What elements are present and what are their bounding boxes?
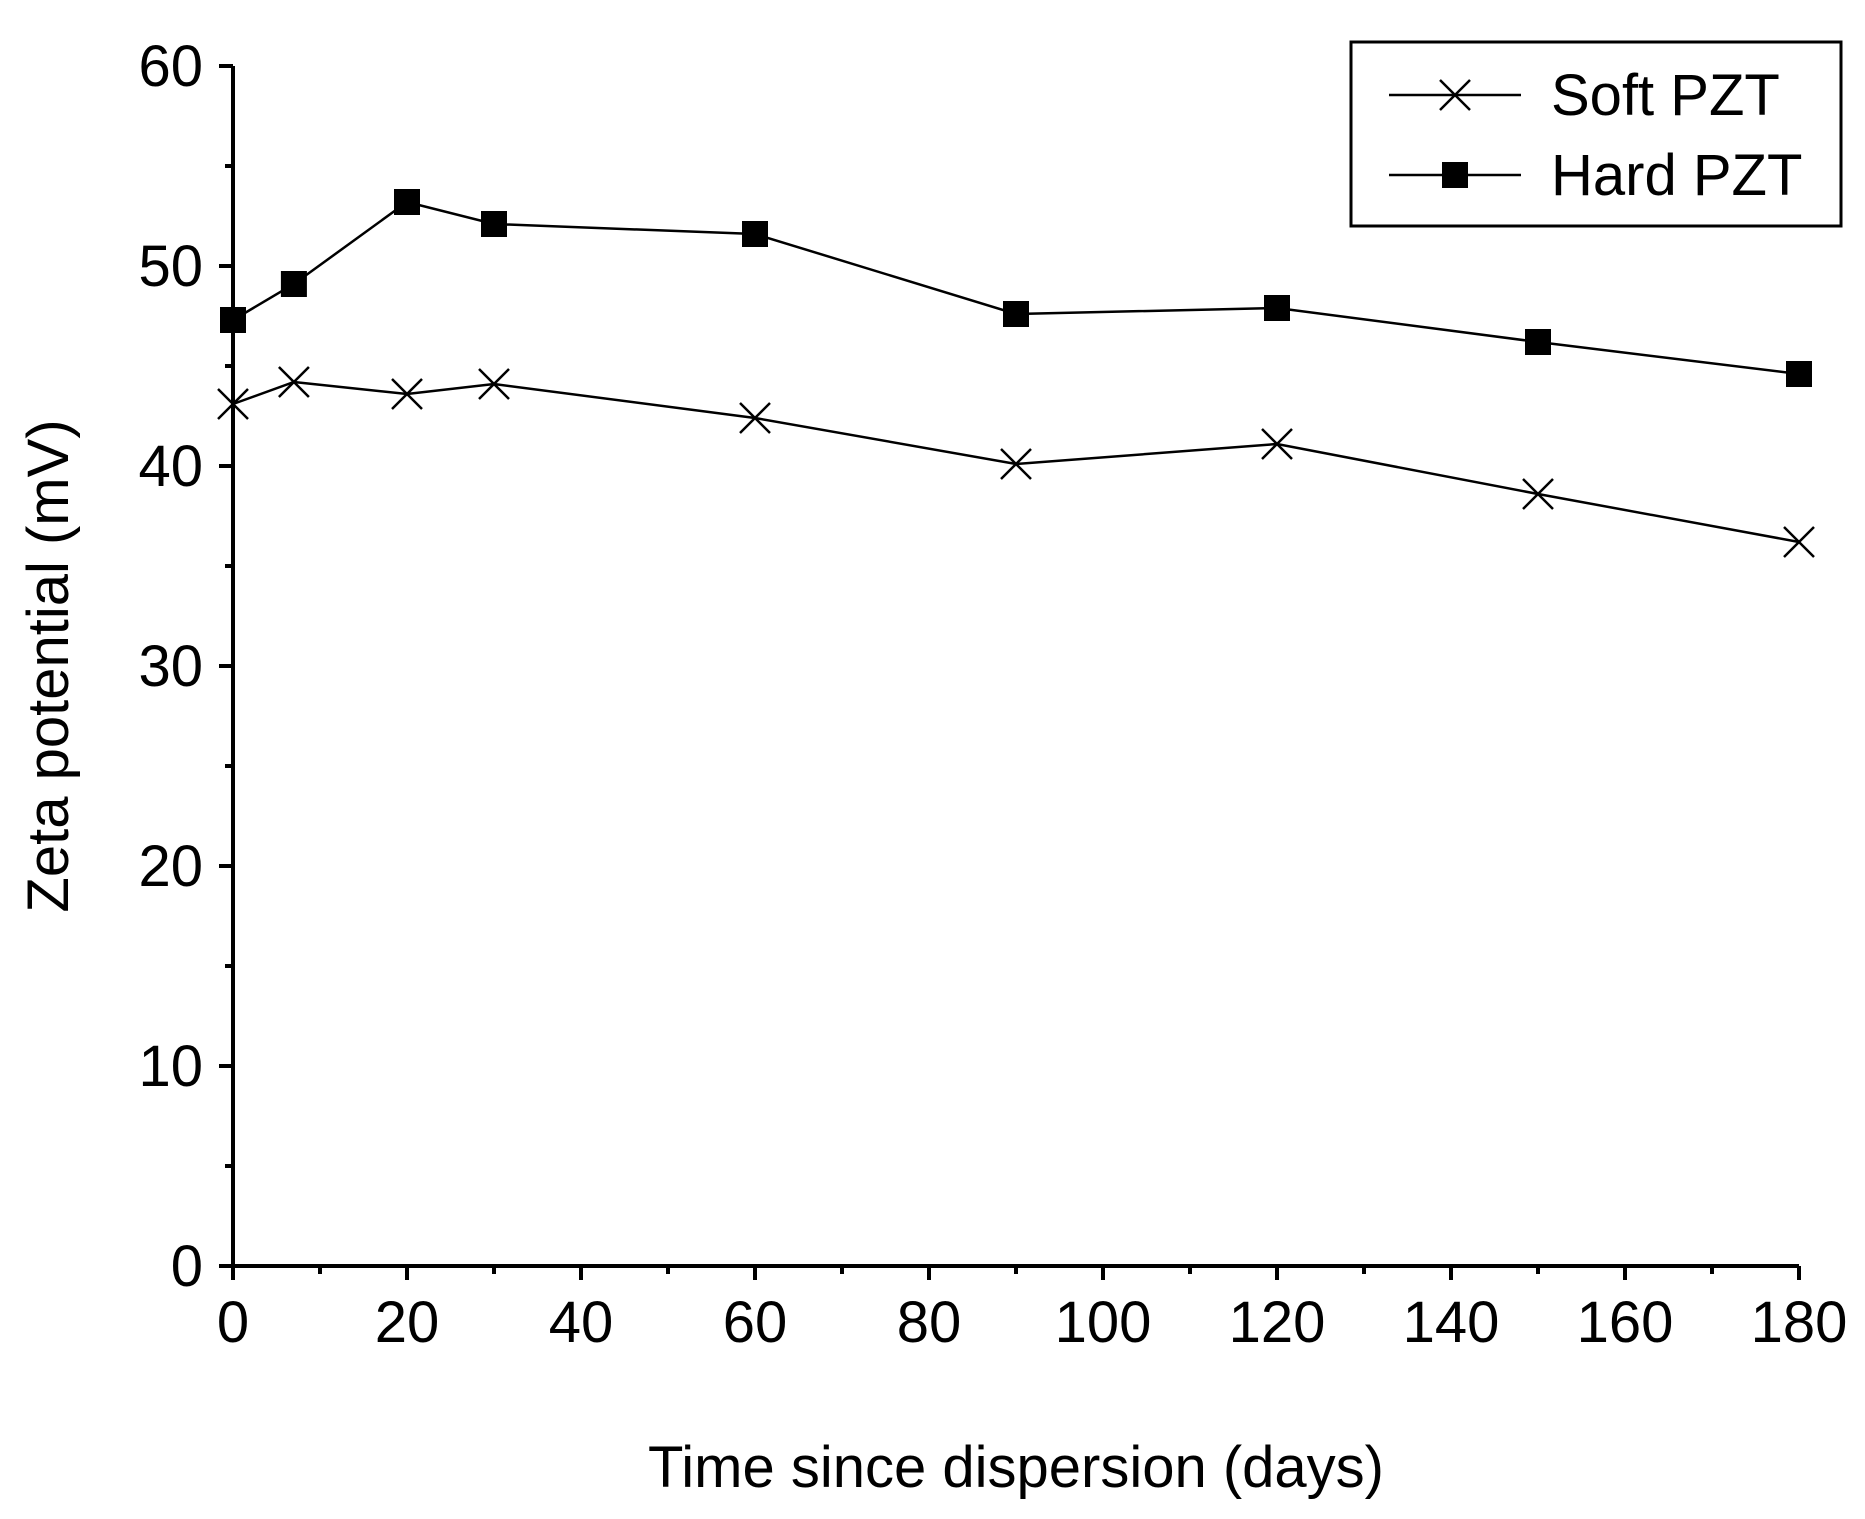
legend-label-soft-pzt: Soft PZT xyxy=(1551,63,1780,128)
y-tick-label: 0 xyxy=(171,1234,203,1299)
x-marker-stroke xyxy=(1000,448,1032,480)
series-layer xyxy=(217,189,1815,558)
data-point-hard-pzt xyxy=(1264,295,1290,321)
x-tick-label: 120 xyxy=(1229,1290,1326,1355)
series-line-soft-pzt xyxy=(232,380,1800,544)
x-axis-title: Time since dispersion (days) xyxy=(648,1435,1384,1500)
x-marker-stroke xyxy=(739,402,771,434)
x-tick-label: 100 xyxy=(1055,1290,1152,1355)
data-point-soft-pzt xyxy=(739,402,771,434)
x-marker-stroke xyxy=(1522,478,1554,510)
data-point-soft-pzt xyxy=(1522,478,1554,510)
data-point-hard-pzt xyxy=(1786,361,1812,387)
x-tick-label: 180 xyxy=(1751,1290,1848,1355)
data-point-hard-pzt xyxy=(481,211,507,237)
x-marker-stroke xyxy=(1783,526,1815,558)
y-axis-title: Zeta potential (mV) xyxy=(16,419,81,912)
series-soft-pzt xyxy=(217,366,1815,558)
data-point-soft-pzt xyxy=(278,366,310,398)
data-point-hard-pzt xyxy=(1003,301,1029,327)
legend-box xyxy=(1349,40,1843,228)
data-point-soft-pzt xyxy=(1000,448,1032,480)
y-tick-label: 30 xyxy=(138,634,203,699)
data-point-hard-pzt xyxy=(1525,329,1551,355)
data-point-hard-pzt xyxy=(220,307,246,333)
x-tick-label: 160 xyxy=(1577,1290,1674,1355)
x-tick-label: 40 xyxy=(549,1290,614,1355)
x-marker-stroke xyxy=(1439,79,1471,111)
legend-marker-soft-pzt xyxy=(1439,79,1471,111)
data-point-soft-pzt xyxy=(217,388,249,420)
x-marker-stroke xyxy=(391,378,423,410)
data-point-soft-pzt xyxy=(478,368,510,400)
legend: Soft PZT Hard PZT xyxy=(1349,40,1843,228)
series-hard-pzt xyxy=(220,189,1812,387)
data-point-soft-pzt xyxy=(1261,428,1293,460)
data-point-hard-pzt xyxy=(280,271,307,297)
x-tick-label: 80 xyxy=(897,1290,962,1355)
legend-marker-hard-pzt xyxy=(1442,162,1468,188)
data-point-hard-pzt xyxy=(394,189,420,215)
x-tick-label: 0 xyxy=(217,1290,249,1355)
x-tick-label: 60 xyxy=(723,1290,788,1355)
legend-label-hard-pzt: Hard PZT xyxy=(1551,143,1802,208)
x-marker-stroke xyxy=(217,388,249,420)
x-tick-label: 140 xyxy=(1403,1290,1500,1355)
y-tick-label: 50 xyxy=(138,234,203,299)
series-line-hard-pzt xyxy=(232,200,1800,376)
y-tick-label: 20 xyxy=(138,834,203,899)
y-tick-label: 60 xyxy=(138,34,203,99)
data-point-soft-pzt xyxy=(391,378,423,410)
y-tick-label: 40 xyxy=(138,434,203,499)
x-marker-stroke xyxy=(278,366,310,398)
data-point-hard-pzt xyxy=(742,221,768,247)
x-marker-stroke xyxy=(478,368,510,400)
axes: 0 10 20 30 40 50 60 0 20 40 60 80 100 120 140 160 180 xyxy=(138,34,1847,1355)
y-tick-label: 10 xyxy=(138,1034,203,1099)
data-point-soft-pzt xyxy=(1783,526,1815,558)
x-marker-stroke xyxy=(1261,428,1293,460)
x-tick-label: 20 xyxy=(375,1290,440,1355)
